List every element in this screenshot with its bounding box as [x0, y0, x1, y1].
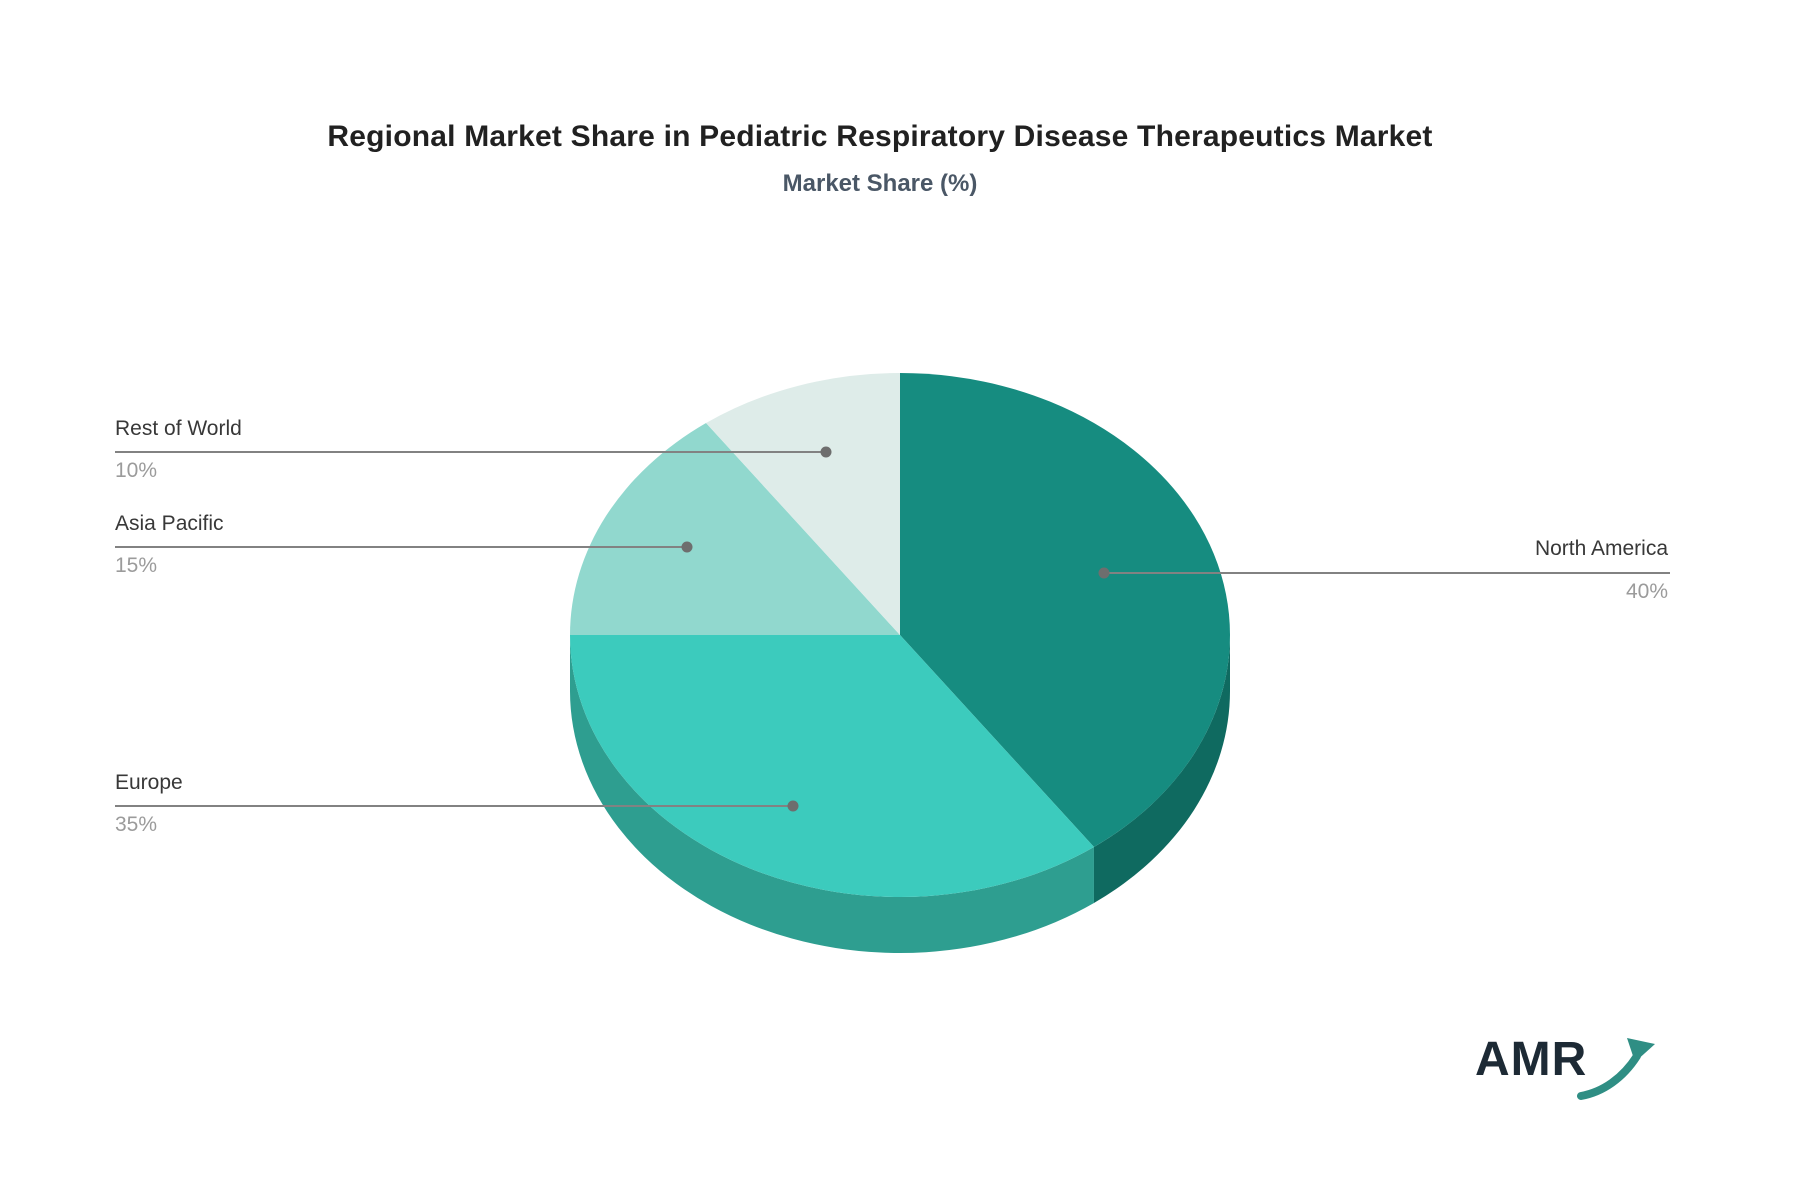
pie-slice-europe[interactable]: [570, 635, 1094, 898]
chart-title: Regional Market Share in Pediatric Respi…: [327, 120, 1433, 153]
slice-value-europe: 35%: [115, 813, 158, 836]
slice-label-north-america: North America: [1534, 537, 1668, 560]
callout-asia-pacific: Asia Pacific: [115, 512, 224, 536]
amr-logo-arrow-icon: [1577, 1038, 1655, 1100]
callout-value-asia-pacific: 15%: [115, 554, 157, 578]
callout-value-europe: 35%: [115, 813, 157, 837]
callout-europe: Europe: [115, 771, 183, 795]
chart-subtitle: Market Share (%): [782, 170, 978, 197]
callout-dot-rest-of-world: [820, 446, 832, 458]
amr-logo-text: AMR: [1475, 1033, 1588, 1086]
callout-dot-asia-pacific: [681, 541, 693, 553]
slice-label-asia-pacific: Asia Pacific: [115, 512, 224, 535]
pie-slice-north-america[interactable]: [900, 373, 1231, 847]
slice-value-asia-pacific: 15%: [115, 554, 158, 577]
slice-value-north-america: 40%: [1625, 580, 1668, 603]
slice-label-europe: Europe: [115, 771, 183, 794]
callout-rest-of-world: Rest of World: [115, 417, 242, 441]
pie-slice-side-europe: [570, 635, 1094, 953]
amr-logo: AMR: [1475, 1032, 1675, 1112]
callout-north-america: North America: [1535, 537, 1668, 561]
callout-value-north-america: 40%: [1626, 580, 1668, 604]
pie-slice-rest-of-world[interactable]: [706, 373, 900, 635]
pie-slice-asia-pacific[interactable]: [570, 423, 900, 635]
slice-value-rest-of-world: 10%: [115, 459, 158, 482]
callout-value-rest-of-world: 10%: [115, 459, 157, 483]
pie-slice-side-north-america: [1093, 635, 1230, 903]
callout-dot-north-america: [1098, 567, 1110, 579]
slice-label-rest-of-world: Rest of World: [115, 417, 242, 440]
callout-dot-europe: [787, 800, 799, 812]
